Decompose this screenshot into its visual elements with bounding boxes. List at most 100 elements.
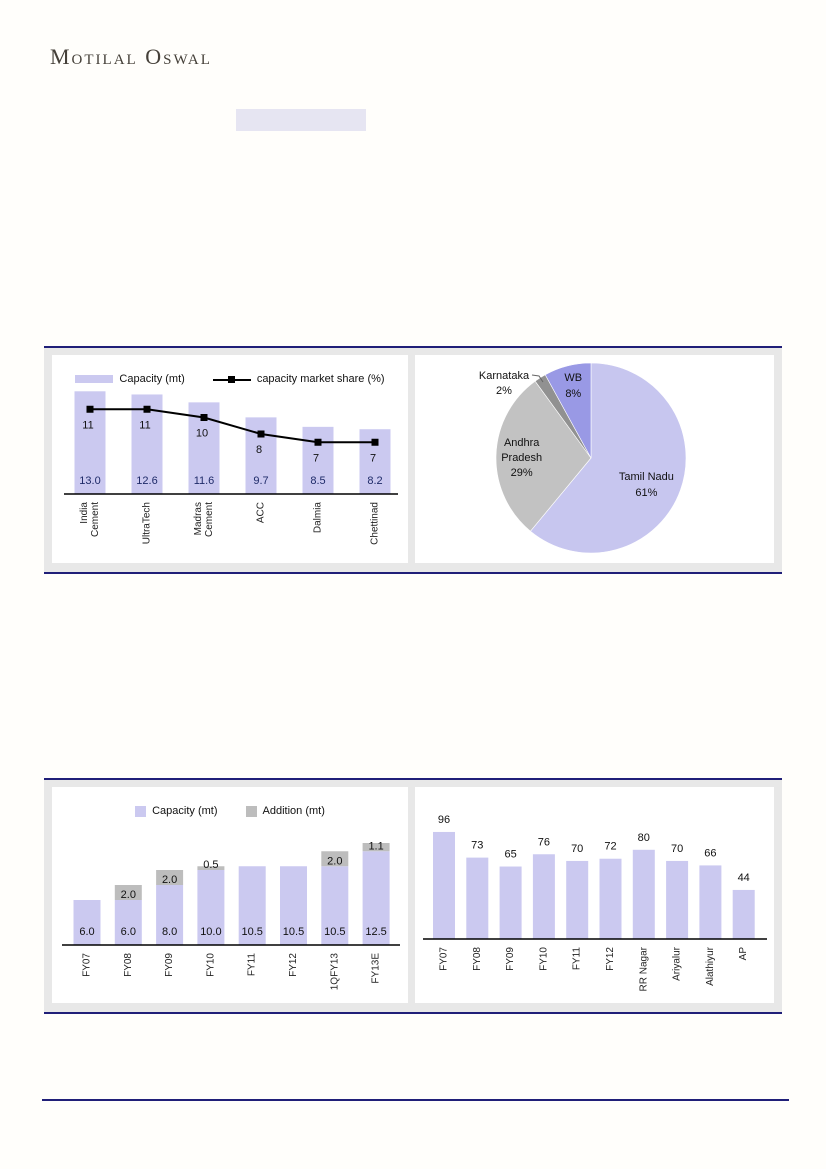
capacity-label: 10.5: [241, 926, 262, 938]
category-label: Cement: [204, 502, 215, 537]
bar-capacity: [321, 866, 349, 945]
category-label: Ariyalur: [672, 946, 683, 981]
bar: [499, 866, 522, 939]
bar-capacity: [362, 851, 390, 945]
market-share-label: 7: [370, 452, 376, 464]
bar-value-label: 96: [438, 814, 450, 826]
bar: [632, 849, 655, 939]
pie-label: 2%: [496, 385, 512, 397]
pie-label: Tamil Nadu: [619, 471, 674, 483]
category-label: FY07: [82, 953, 93, 977]
chart-box-bottom: Capacity (mt) Addition (mt) 6.0 FY07 2.0 6.…: [44, 778, 782, 1014]
footer-rule: [42, 1099, 789, 1101]
legend-marker-icon: [227, 375, 235, 383]
legend-item-capacity: Capacity (mt): [75, 373, 185, 385]
market-share-label: 11: [82, 419, 93, 431]
highlight-block: [236, 109, 366, 131]
legend-item-capacity2: Capacity (mt): [135, 805, 218, 817]
bar-value-label: 66: [704, 847, 716, 859]
pie-label: Karnataka: [479, 370, 530, 382]
market-share-legend-label: capacity market share (%): [256, 373, 385, 385]
category-label: FY08: [123, 953, 134, 977]
category-label: FY09: [164, 953, 175, 977]
bar-value-label: 73: [471, 840, 483, 852]
category-label: Alathiyur: [705, 946, 716, 986]
line-marker-icon: [314, 438, 322, 446]
bar-value-label: 76: [538, 836, 550, 848]
line-marker-icon: [86, 405, 94, 413]
bar: [732, 889, 755, 939]
addition-label: 0.5: [203, 859, 218, 871]
bar: [566, 860, 589, 939]
bar-value-label: 9.7: [253, 475, 268, 487]
category-label: FY12: [288, 953, 299, 977]
bar: [532, 854, 555, 939]
line-marker-icon: [371, 438, 379, 446]
category-label: FY10: [538, 947, 549, 971]
category-label: FY08: [472, 947, 483, 971]
category-label: RR Nagar: [638, 946, 649, 991]
category-label: FY10: [205, 953, 216, 977]
category-label: FY07: [439, 947, 450, 971]
capacity-label: 8.0: [162, 926, 177, 938]
pie-label: WB: [564, 372, 582, 384]
stack-capacity-swatch: [135, 805, 147, 817]
bar-capacity: [114, 900, 142, 945]
plant-utilization-bar-chart: 96 FY07 73 FY08 65 FY09 76 FY10 70 FY11 72 FY12 80 RR…: [423, 814, 767, 991]
capacity-label: 12.5: [365, 926, 386, 938]
capacity-label: 10.5: [283, 926, 304, 938]
state-pie-chart-panel: Tamil Nadu 61% Andhra Pradesh 29% Karnataka 2%…: [415, 355, 774, 563]
category-label: AP: [738, 947, 749, 961]
category-label: FY11: [572, 947, 583, 971]
capacity-label: 10.0: [200, 926, 221, 938]
category-label: Chettinad: [370, 502, 381, 545]
stack-capacity-legend-label: Capacity (mt): [152, 805, 218, 817]
category-label: FY09: [505, 947, 516, 971]
capacity-label: 6.0: [121, 926, 136, 938]
addition-label: 2.0: [162, 874, 177, 886]
capacity-addition-stacked-chart: 6.0 FY07 2.0 6.0 FY08 2.0 8.0 FY09 0.5 10.0 FY10 10…: [62, 840, 400, 990]
bar: [599, 858, 622, 939]
category-label: FY12: [605, 947, 616, 971]
pie-label: 61%: [635, 487, 657, 499]
bar-addition: [362, 843, 390, 852]
pie-label: Andhra: [504, 437, 540, 449]
pie-label: 8%: [565, 388, 581, 400]
addition-label: 2.0: [121, 889, 136, 901]
combo-chart-legend: Capacity (mt) capacity market share (%): [52, 355, 408, 385]
capacity-label: 6.0: [79, 926, 94, 938]
category-label: FY11: [247, 953, 258, 977]
bar-value-label: 65: [504, 849, 516, 861]
market-share-label: 7: [313, 452, 319, 464]
stack-addition-swatch: [245, 805, 257, 817]
market-share-label: 10: [196, 428, 208, 440]
market-share-label: 8: [256, 444, 262, 456]
capacity-legend-label: Capacity (mt): [119, 373, 185, 385]
capacity-label: 10.5: [324, 926, 345, 938]
bar-value-label: 8.5: [310, 475, 325, 487]
pie-slice-1: [495, 380, 592, 532]
category-label: ACC: [256, 502, 267, 523]
capacity-by-state-pie-chart: Tamil Nadu 61% Andhra Pradesh 29% Karnataka 2%…: [479, 362, 687, 554]
market-share-label: 11: [139, 419, 150, 431]
pie-label: Pradesh: [501, 452, 542, 464]
bar-addition: [197, 866, 225, 870]
bar-value-label: 13.0: [79, 475, 100, 487]
bar-capacity: [156, 885, 184, 945]
addition-label: 1.1: [368, 840, 383, 852]
stacked-chart-legend: Capacity (mt) Addition (mt): [52, 787, 408, 817]
stack-addition-legend-label: Addition (mt): [262, 805, 325, 817]
bar-addition: [321, 851, 349, 867]
line-marker-icon: [257, 430, 265, 438]
bar-capacity: [197, 870, 225, 945]
capacity-legend-swatch: [75, 375, 114, 383]
bar-value-label: 72: [604, 841, 616, 853]
addition-label: 2.0: [327, 855, 342, 867]
legend-item-market-share: capacity market share (%): [212, 373, 385, 385]
plant-utilization-chart-panel: 96 FY07 73 FY08 65 FY09 76 FY10 70 FY11 72 FY12 80 RR…: [415, 787, 774, 1003]
line-marker-icon: [143, 405, 151, 413]
market-share-line: [90, 408, 375, 444]
bar-value-label: 8.2: [367, 475, 382, 487]
